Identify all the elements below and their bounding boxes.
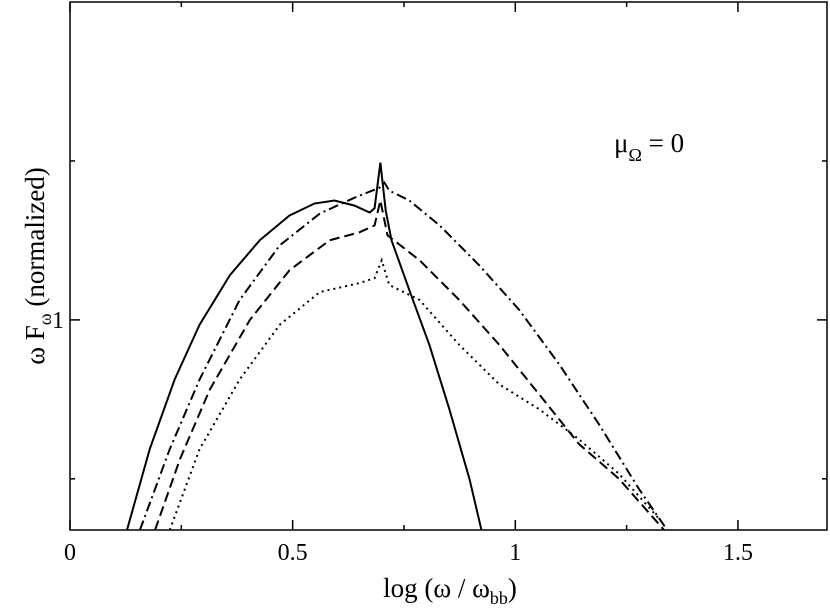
y-label-text: ω F	[20, 325, 50, 365]
y-tick-label: 1	[52, 308, 64, 334]
series-line	[138, 180, 668, 530]
y-label-sub: ω	[35, 313, 55, 325]
x-tick-label: 0.5	[278, 540, 308, 566]
plot-frame	[69, 1, 828, 531]
x-tick-label: 0	[64, 540, 76, 566]
y-axis-label: ω Fω (normalized)	[20, 167, 55, 365]
annotation-sub: Ω	[628, 145, 641, 165]
annotation: μΩ = 0	[614, 128, 684, 165]
x-label-end: )	[508, 573, 517, 603]
x-tick-label: 1.5	[723, 540, 753, 566]
x-label-sub: bb	[490, 588, 508, 608]
annotation-text: μ	[614, 128, 628, 158]
x-axis-label: log (ω / ωbb)	[383, 573, 517, 608]
y-label-end: (normalized)	[20, 167, 50, 313]
series-line	[126, 162, 483, 530]
series-line	[154, 200, 665, 530]
series-line	[168, 257, 660, 530]
x-label-text: log (ω / ω	[383, 573, 490, 603]
annotation-end: = 0	[642, 128, 684, 158]
x-tick-label: 1	[509, 540, 521, 566]
